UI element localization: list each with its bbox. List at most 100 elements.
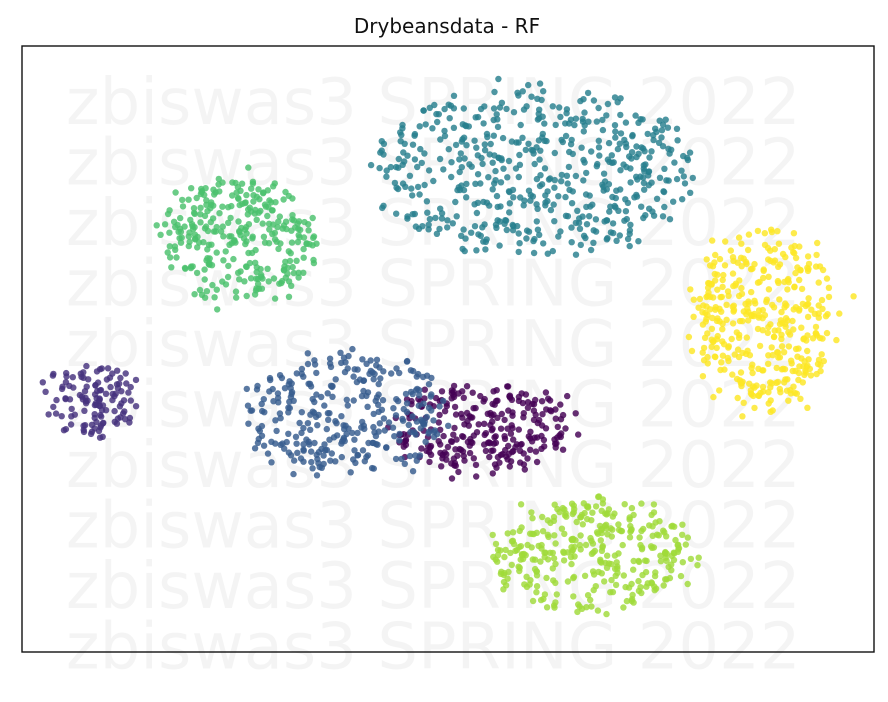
data-point xyxy=(531,556,539,563)
data-point xyxy=(427,442,435,450)
data-point xyxy=(603,610,610,618)
data-point xyxy=(463,180,470,188)
data-point xyxy=(297,226,304,234)
data-point xyxy=(818,351,825,358)
data-point xyxy=(684,156,692,164)
data-point xyxy=(789,367,796,375)
data-point xyxy=(292,224,299,231)
data-point xyxy=(524,455,531,462)
data-point xyxy=(761,230,768,237)
data-point xyxy=(574,207,581,214)
data-point xyxy=(448,438,455,445)
data-point xyxy=(581,509,588,517)
data-point xyxy=(778,343,786,350)
data-point xyxy=(672,536,679,544)
data-point xyxy=(509,221,516,229)
data-point xyxy=(293,440,300,447)
data-point xyxy=(273,238,280,245)
data-point xyxy=(501,416,508,424)
data-point xyxy=(510,194,517,201)
data-point xyxy=(249,235,256,242)
data-point xyxy=(329,382,336,390)
data-point xyxy=(194,244,201,251)
data-point xyxy=(583,169,590,177)
data-point xyxy=(483,130,491,138)
data-point xyxy=(473,144,480,151)
data-point xyxy=(598,570,605,577)
data-point xyxy=(588,603,595,610)
data-point xyxy=(417,425,424,432)
data-point xyxy=(190,205,198,212)
data-point xyxy=(219,203,226,210)
data-point xyxy=(480,398,487,405)
data-point xyxy=(605,181,613,188)
data-point xyxy=(529,597,537,605)
data-point xyxy=(626,230,633,238)
data-point xyxy=(452,141,460,149)
data-point xyxy=(719,326,726,333)
data-point xyxy=(679,531,686,538)
data-point xyxy=(245,206,252,213)
data-point xyxy=(536,182,544,190)
data-point xyxy=(610,159,617,166)
data-point xyxy=(749,369,756,377)
data-point xyxy=(500,578,508,586)
data-point xyxy=(680,173,687,180)
data-point xyxy=(185,233,192,240)
data-point xyxy=(474,171,482,178)
data-point xyxy=(687,286,694,293)
data-point xyxy=(193,269,201,277)
data-point xyxy=(575,601,582,608)
data-point xyxy=(416,452,424,459)
data-point xyxy=(292,433,300,440)
data-point xyxy=(708,325,716,332)
data-point xyxy=(307,426,314,433)
data-point xyxy=(757,389,764,397)
data-point xyxy=(440,397,447,405)
data-point xyxy=(240,235,248,242)
data-point xyxy=(580,232,588,239)
data-point xyxy=(628,597,635,605)
data-point xyxy=(409,141,417,148)
data-point xyxy=(779,319,786,327)
data-point xyxy=(617,95,624,102)
data-point xyxy=(338,413,345,420)
data-point xyxy=(549,103,556,110)
data-point xyxy=(222,248,229,255)
data-point xyxy=(699,373,707,380)
data-point xyxy=(808,306,815,313)
data-point xyxy=(39,379,46,386)
data-point xyxy=(245,249,252,257)
data-point xyxy=(494,116,501,123)
data-point xyxy=(678,167,685,174)
data-point xyxy=(300,424,307,432)
data-point xyxy=(503,105,510,113)
data-point xyxy=(533,583,541,590)
data-point xyxy=(349,345,356,353)
data-point xyxy=(528,509,535,516)
data-point xyxy=(596,152,603,159)
data-point xyxy=(770,259,777,266)
data-point xyxy=(754,227,762,235)
data-point xyxy=(736,331,743,339)
data-point xyxy=(225,262,232,270)
data-point xyxy=(657,558,665,565)
data-point xyxy=(642,161,649,168)
data-point xyxy=(471,137,478,144)
data-point xyxy=(316,463,323,471)
data-point xyxy=(425,381,433,388)
data-point xyxy=(378,406,386,413)
data-point xyxy=(520,106,528,113)
data-point xyxy=(293,257,300,264)
chart-title: Drybeansdata - RF xyxy=(354,14,540,38)
data-point xyxy=(501,553,508,561)
data-point xyxy=(780,365,787,372)
data-point xyxy=(227,214,234,222)
data-point xyxy=(637,584,644,591)
data-point xyxy=(558,136,565,144)
data-point xyxy=(220,233,227,240)
data-point xyxy=(373,362,380,369)
data-point xyxy=(409,413,416,420)
data-point xyxy=(409,192,416,199)
data-point xyxy=(695,554,702,561)
